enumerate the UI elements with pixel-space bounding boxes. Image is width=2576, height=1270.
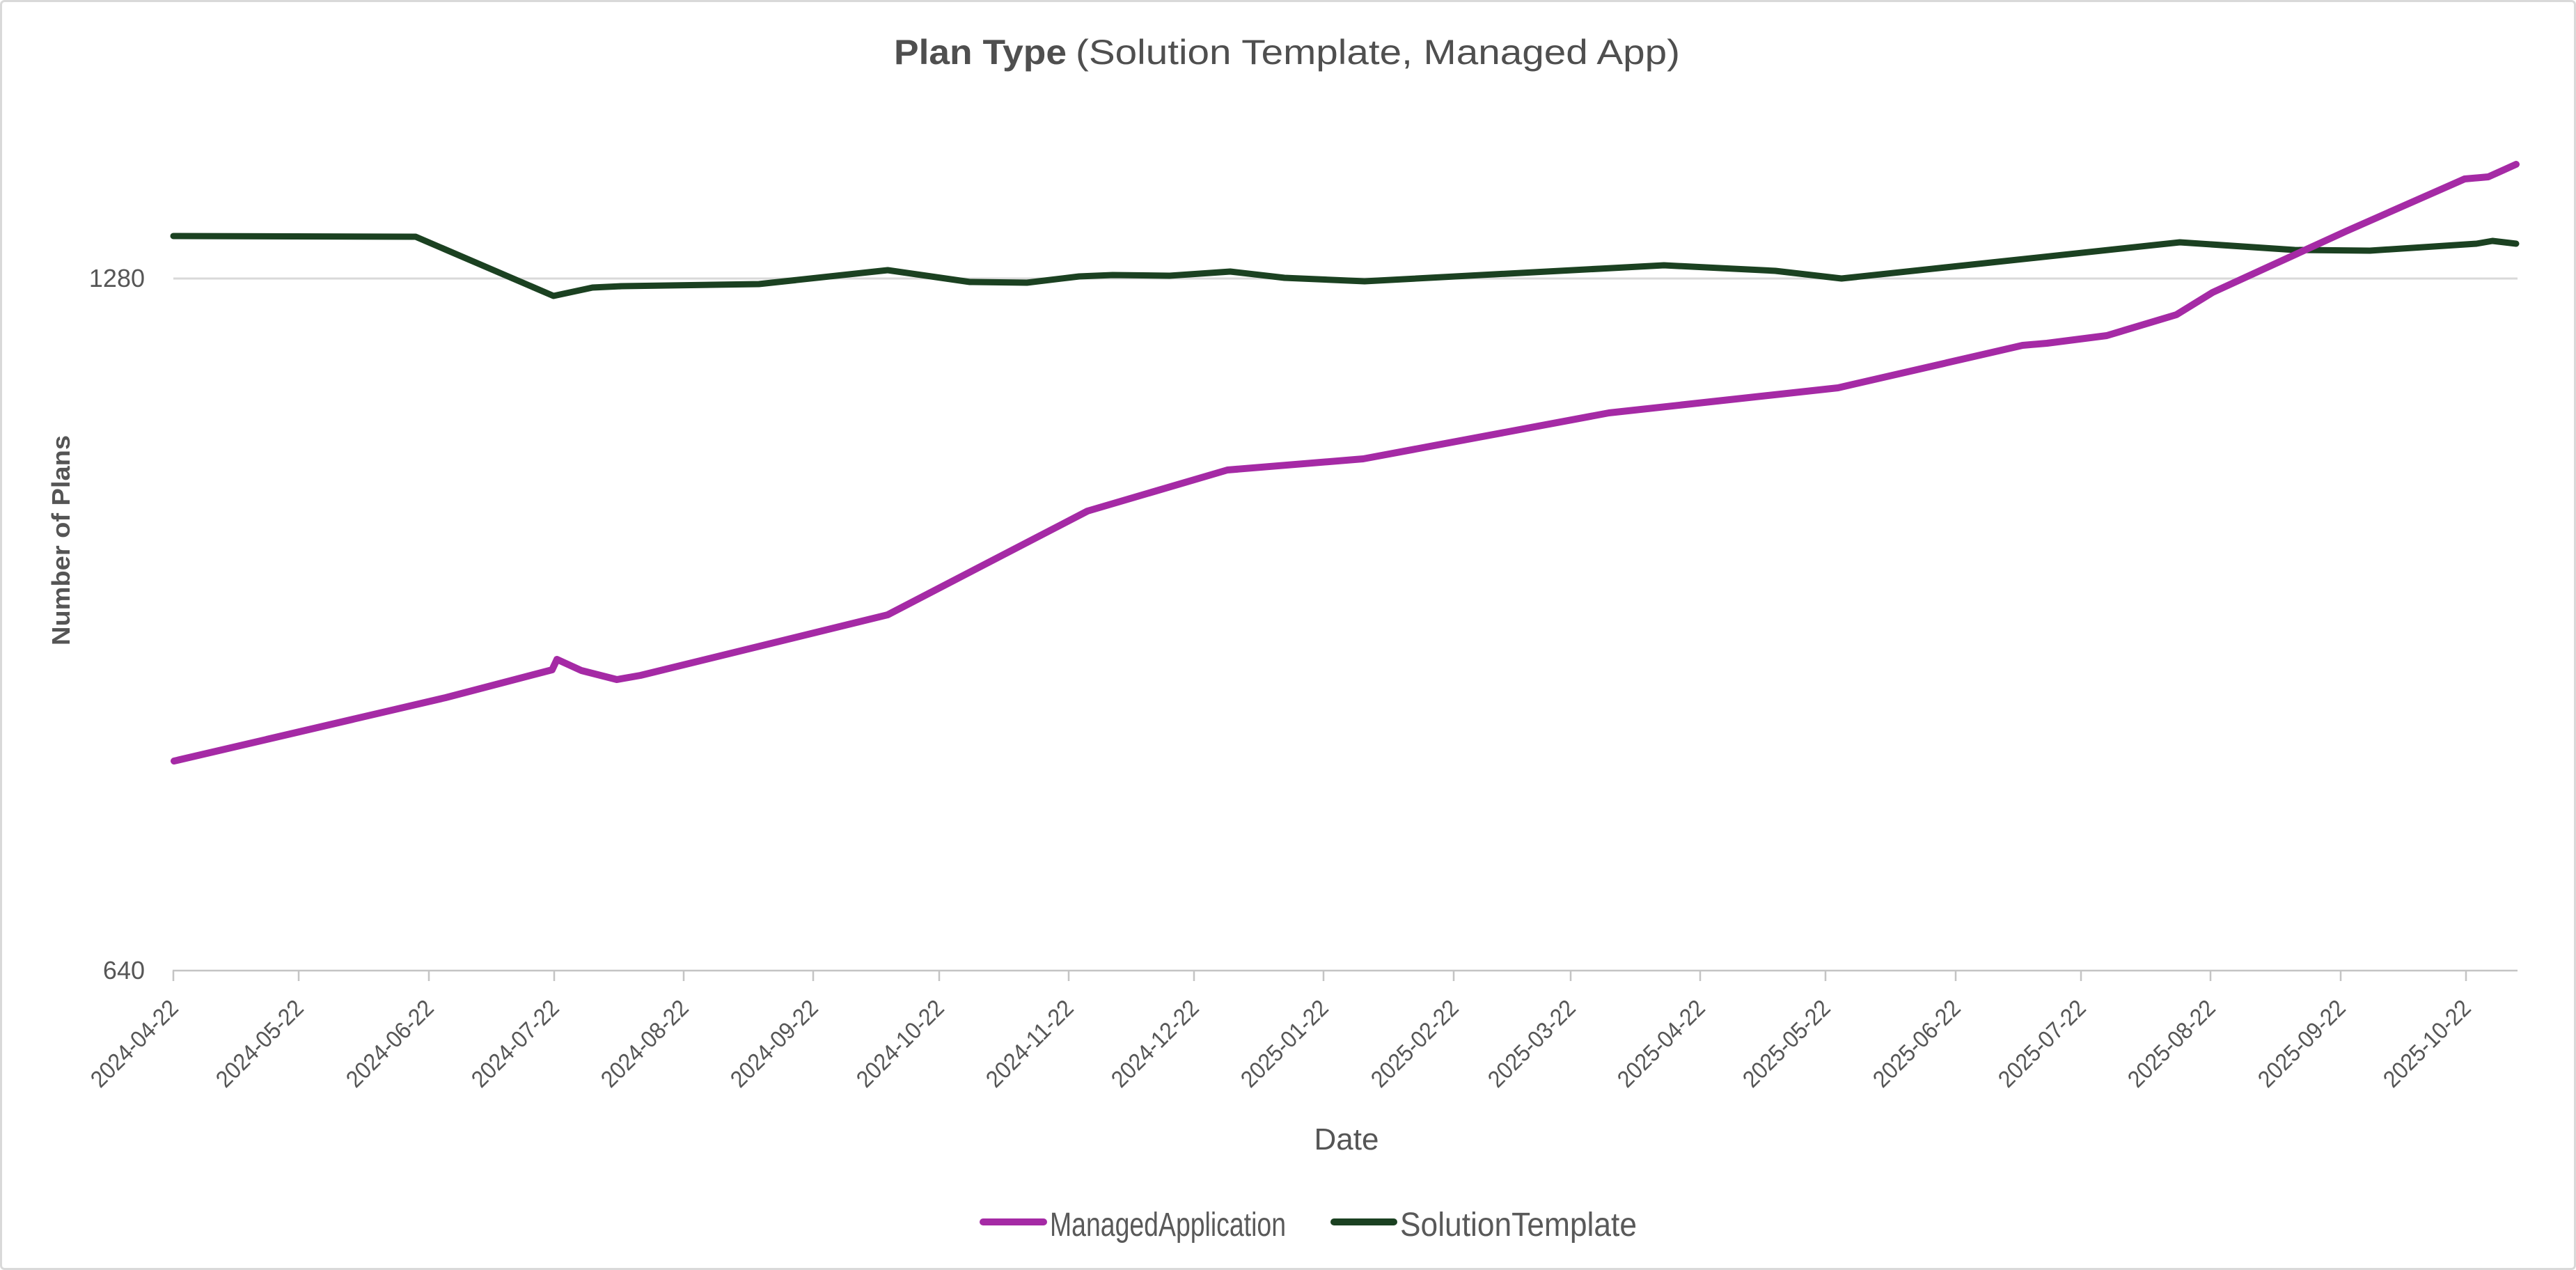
svg-text:640: 640	[103, 956, 145, 985]
svg-text:SolutionTemplate: SolutionTemplate	[1400, 1207, 1637, 1244]
svg-text:Date: Date	[1314, 1122, 1379, 1157]
svg-text:Plan Type: Plan Type	[894, 33, 1067, 72]
svg-text:Number of Plans: Number of Plans	[47, 435, 75, 645]
svg-text:ManagedApplication: ManagedApplication	[1050, 1207, 1286, 1244]
svg-text:(Solution Template, Managed Ap: (Solution Template, Managed App)	[1076, 33, 1680, 72]
svg-text:1280: 1280	[89, 264, 145, 292]
